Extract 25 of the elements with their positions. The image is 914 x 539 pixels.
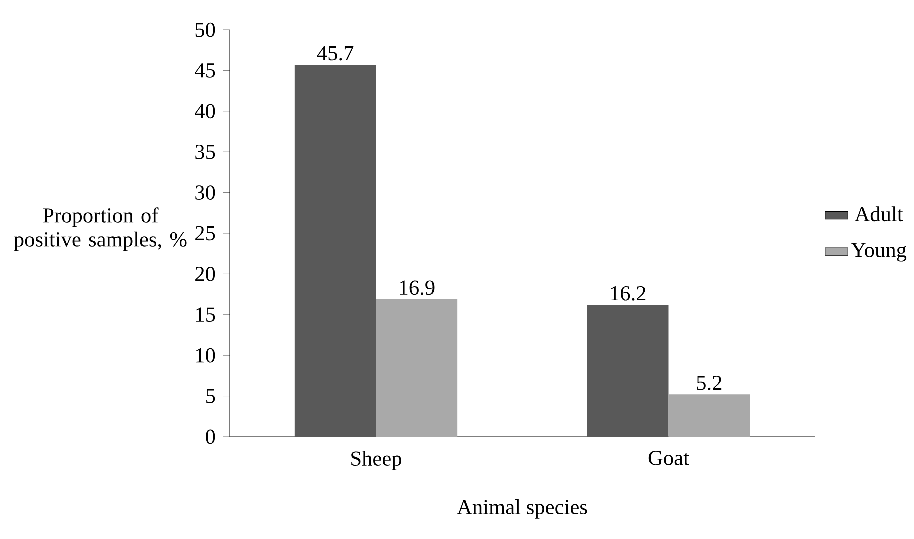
x-tick-label: Goat — [648, 451, 690, 466]
bar — [668, 394, 750, 437]
data-label: 16.2 — [611, 286, 646, 301]
y-axis-title: Proportion of positive samples, % — [14, 208, 187, 252]
bar — [587, 305, 669, 437]
legend-label: Young — [851, 243, 907, 262]
y-tick-label: 35 — [196, 144, 216, 160]
y-tick-label: 45 — [195, 64, 216, 78]
legend-label: Adult — [854, 206, 904, 222]
data-label: 45.7 — [317, 46, 354, 61]
y-tick-label: 10 — [196, 348, 216, 363]
y-tick-label: 20 — [196, 267, 216, 282]
y-tick-label: 25 — [196, 226, 216, 241]
x-axis-title: Animal species — [457, 500, 588, 519]
data-label: 16.9 — [400, 280, 435, 296]
y-tick-label: 5 — [206, 389, 216, 404]
x-tick-label: Sheep — [352, 451, 402, 470]
data-label: 5.2 — [697, 376, 722, 390]
y-tick-label: 15 — [196, 308, 216, 322]
y-tick-label: 40 — [195, 104, 216, 119]
y-tick-label: 50 — [196, 22, 216, 38]
bar — [294, 65, 376, 437]
y-tick-label: 0 — [206, 430, 216, 444]
bar — [376, 299, 458, 437]
y-tick-label: 30 — [196, 186, 216, 200]
